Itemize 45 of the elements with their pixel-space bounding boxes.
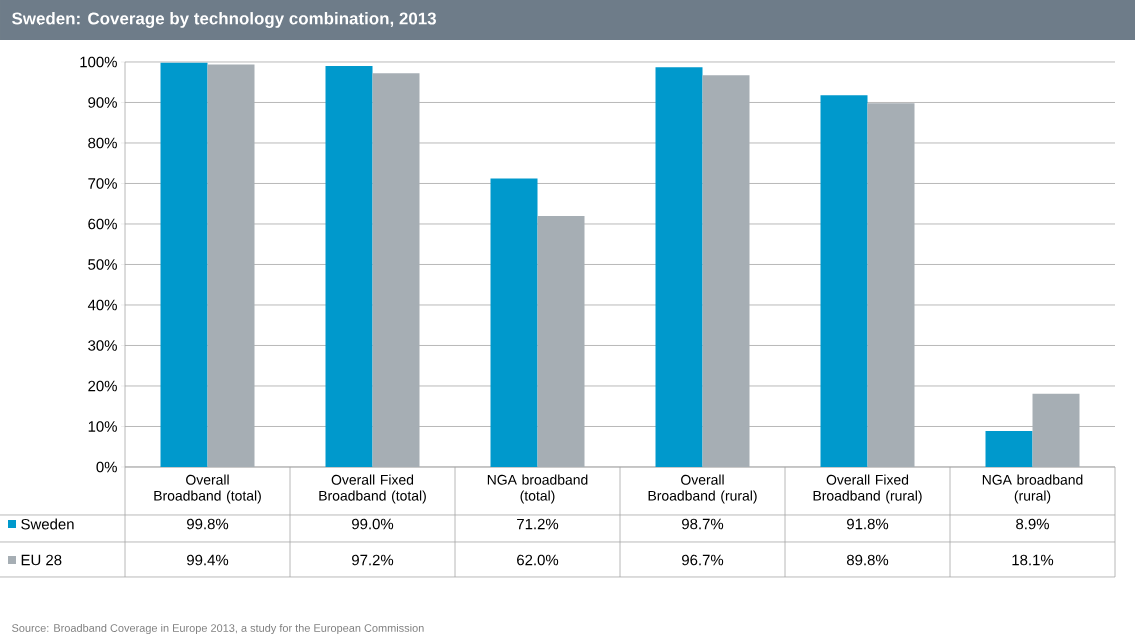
bar	[985, 430, 1033, 467]
y-tick-label: 10%	[88, 421, 117, 432]
bar	[490, 178, 538, 467]
y-tick-label: 0%	[96, 461, 117, 473]
bar	[655, 67, 703, 467]
x-tick-label: Overall Fixed Broadband (rural)	[813, 474, 922, 504]
y-tick-label: 30%	[88, 340, 117, 351]
data-label: 62.0%	[517, 554, 559, 566]
data-label: 8.9%	[1016, 518, 1049, 530]
bar	[702, 75, 750, 467]
data-label: 96.7%	[682, 554, 724, 566]
y-tick-label: 90%	[88, 97, 117, 108]
bar	[867, 103, 915, 467]
data-label: 71.2%	[517, 518, 559, 530]
data-label: 98.7%	[682, 518, 724, 530]
y-tick-label: 40%	[87, 299, 117, 311]
data-label: 99.0%	[352, 518, 394, 530]
y-tick-label: 60%	[88, 218, 117, 230]
legend-label: EU 28	[21, 554, 62, 566]
bar	[537, 215, 585, 467]
bar	[325, 66, 373, 467]
x-tick-label: Overall Broadband (rural)	[648, 474, 757, 504]
x-tick-label: NGA broadband (rural)	[982, 474, 1083, 504]
data-label: 89.8%	[846, 554, 889, 566]
data-label: 18.1%	[1012, 554, 1054, 566]
bar	[207, 64, 255, 467]
data-label: 99.4%	[187, 554, 229, 566]
source-note: Source: Broadband Coverage in Europe 2013, a study for the European Commission	[12, 623, 424, 635]
x-tick-label: Overall Fixed Broadband (total)	[319, 474, 426, 504]
bar	[820, 95, 868, 467]
chart-title: Sweden: Coverage by technology combination, 2013	[12, 12, 436, 28]
y-tick-label: 100%	[80, 56, 117, 68]
bar	[1032, 393, 1080, 467]
y-tick-label: 20%	[88, 380, 117, 392]
bar	[160, 62, 208, 467]
data-label: 97.2%	[352, 554, 394, 566]
y-tick-label: 50%	[88, 259, 117, 270]
x-tick-label: Overall Broadband (total)	[154, 474, 261, 504]
x-tick-label: NGA broadband (total)	[487, 474, 588, 504]
y-tick-label: 70%	[88, 178, 117, 189]
y-tick-label: 80%	[88, 137, 117, 149]
legend-label: Sweden	[21, 518, 74, 530]
bar	[372, 73, 420, 467]
data-label: 91.8%	[847, 518, 889, 530]
data-label: 99.8%	[187, 518, 229, 530]
